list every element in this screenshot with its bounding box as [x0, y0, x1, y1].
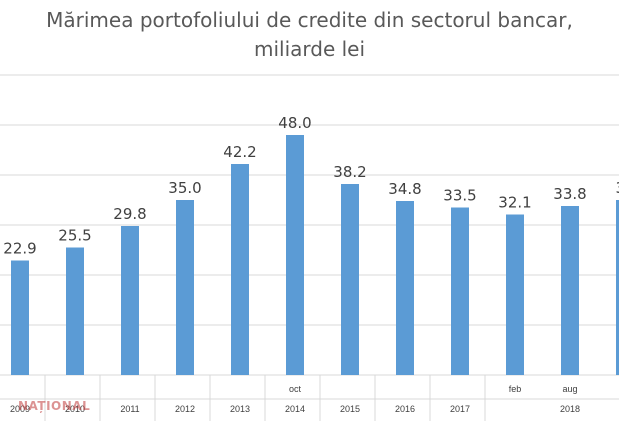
data-label: 34.8: [388, 180, 421, 198]
chart-title: Mărimea portofoliului de credite din sec…: [0, 6, 619, 64]
data-label: 29.8: [113, 205, 146, 223]
data-label: 22.9: [3, 240, 36, 258]
data-label: 42.2: [223, 143, 256, 161]
x-tick-label-year: 2013: [230, 404, 250, 414]
data-label: 35.0: [168, 179, 201, 197]
data-label: 32.1: [498, 194, 531, 212]
data-label: 35: [615, 179, 619, 197]
x-tick-label-year: 2015: [340, 404, 360, 414]
chart-title-line-2: miliarde lei: [253, 37, 366, 61]
x-tick-label-year: 2016: [395, 404, 415, 414]
data-label: 33.8: [553, 185, 586, 203]
x-tick-label-year: 2014: [285, 404, 305, 414]
bar-2009: [11, 260, 29, 375]
bar-aug-2018: [561, 206, 579, 375]
x-tick-label-top: feb: [509, 384, 522, 394]
x-tick-label-year: 2011: [120, 404, 139, 414]
bar-2015: [341, 184, 359, 375]
bar-2010: [66, 247, 84, 375]
x-tick-label-top: oct: [289, 384, 302, 394]
chart-title-line-1: Mărimea portofoliului de credite din sec…: [46, 8, 573, 32]
x-tick-label-year: 2009: [10, 404, 30, 414]
x-tick-label-year: 2018: [560, 404, 580, 414]
bar-2016: [396, 201, 414, 375]
bar-2011: [121, 226, 139, 375]
bar-2018: [616, 200, 619, 375]
x-tick-label-year: 2010: [65, 404, 85, 414]
x-tick-label-top: aug: [562, 384, 577, 394]
bar-2017: [451, 207, 469, 375]
watermark-logo: NAȚIONAL: [18, 399, 91, 413]
bar-feb-2018: [506, 214, 524, 375]
data-label: 33.5: [443, 187, 476, 205]
data-label: 25.5: [58, 227, 91, 245]
data-label: 48.0: [278, 114, 311, 132]
bar-2013: [231, 164, 249, 375]
x-tick-label-year: 2017: [450, 404, 470, 414]
bar-2012: [176, 200, 194, 375]
bar-oct-2014: [286, 135, 304, 375]
data-label: 38.2: [333, 163, 366, 181]
x-tick-label-year: 2012: [175, 404, 195, 414]
